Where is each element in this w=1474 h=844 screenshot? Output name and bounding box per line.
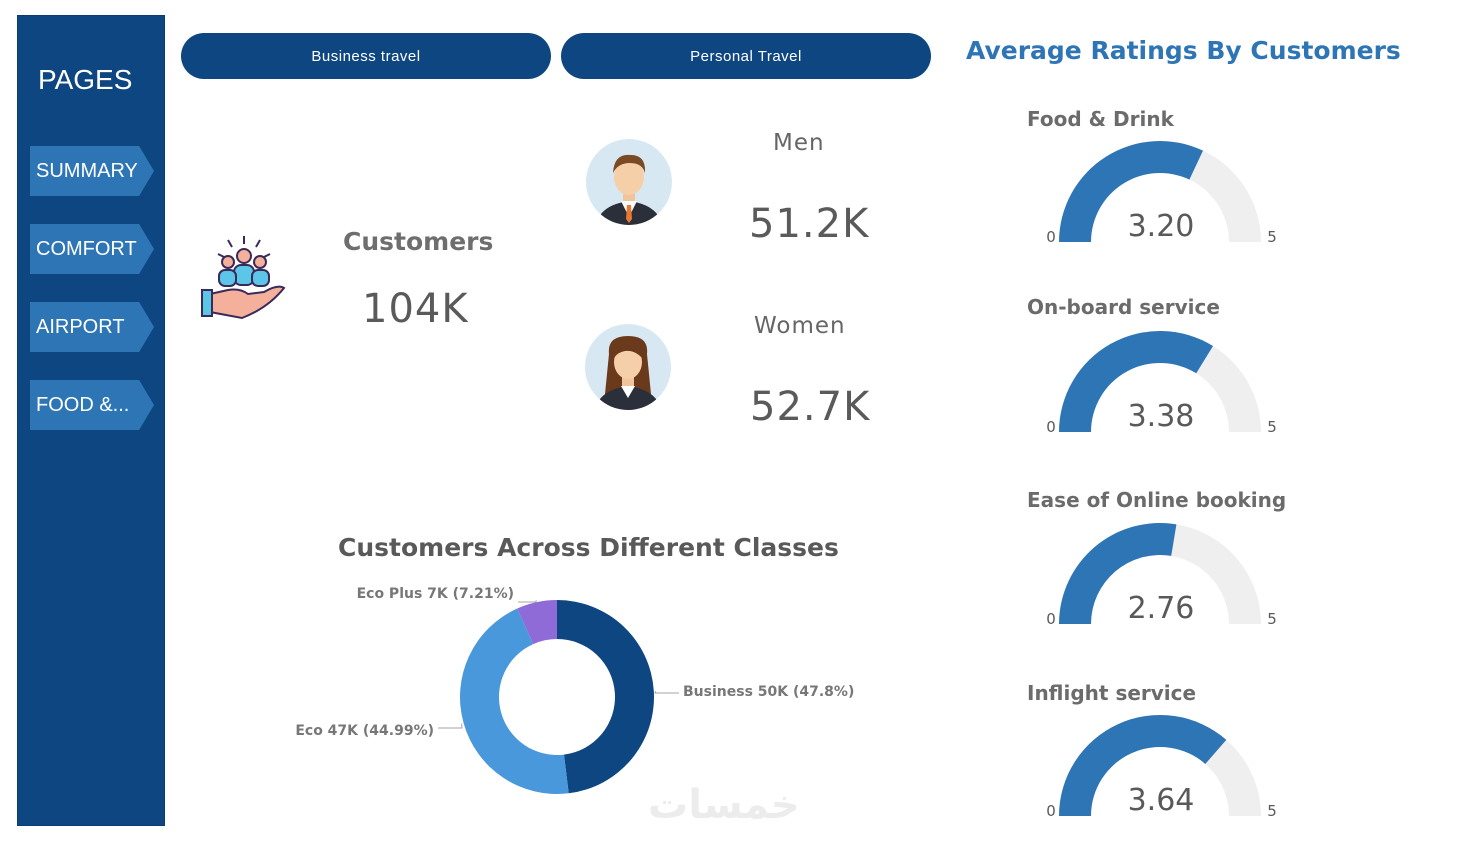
- personal-travel-button[interactable]: Personal Travel: [561, 33, 931, 79]
- donut-label-eco: Eco 47K (44.99%): [295, 723, 434, 739]
- watermark-logo: خمسات: [648, 782, 800, 828]
- gauge-max-label: 5: [1267, 610, 1277, 628]
- donut-slice-eco-plus[interactable]: [517, 600, 557, 645]
- gauge-min-label: 0: [1046, 802, 1056, 820]
- donut-leader-line: [654, 690, 679, 694]
- gauge-online-booking: 2.76 0 5: [1040, 500, 1280, 640]
- donut-chart: Business 50K (47.8%) Eco 47K (44.99%) Eco …: [295, 586, 854, 794]
- nav-comfort-button[interactable]: COMFORT: [30, 224, 154, 274]
- gauge-title-onboard: On-board service: [1027, 295, 1220, 319]
- donut-label-eco-plus: Eco Plus 7K (7.21%): [357, 586, 514, 602]
- nav-food-button[interactable]: FOOD &...: [30, 380, 154, 430]
- women-value: 52.7K: [750, 384, 871, 430]
- nav-airport-button[interactable]: AIRPORT: [30, 302, 154, 352]
- gauge-food: 3.20 0 5: [1040, 118, 1280, 258]
- business-travel-button[interactable]: Business travel: [181, 33, 551, 79]
- gauge-min-label: 0: [1046, 418, 1056, 436]
- donut-leader-line: [438, 723, 463, 729]
- donut-chart-title: Customers Across Different Classes: [338, 533, 839, 562]
- gauge-title-inflight: Inflight service: [1027, 681, 1197, 705]
- gauge-inflight: 3.64 0 5: [1040, 692, 1280, 832]
- gauge-onboard: 3.38 0 5: [1040, 308, 1280, 448]
- gauge-max-label: 5: [1267, 418, 1277, 436]
- gauge-max-label: 5: [1267, 802, 1277, 820]
- nav-summary-button[interactable]: SUMMARY: [30, 146, 154, 196]
- gauge-value-onboard: 3.38: [1128, 399, 1195, 434]
- gauge-value-food: 3.20: [1128, 209, 1195, 244]
- gauge-title-food: Food & Drink: [1027, 107, 1174, 131]
- customers-value: 104K: [362, 286, 469, 332]
- gauge-max-label: 5: [1267, 228, 1277, 246]
- gauge-title-online-booking: Ease of Online booking: [1027, 488, 1287, 512]
- gauge-min-label: 0: [1046, 610, 1056, 628]
- customers-label: Customers: [343, 227, 494, 256]
- sidebar-title: PAGES: [38, 64, 133, 95]
- donut-slice-eco[interactable]: [460, 608, 569, 794]
- men-value: 51.2K: [749, 201, 870, 247]
- gauge-value-online-booking: 2.76: [1128, 591, 1195, 626]
- sidebar: PAGES SUMMARY COMFORT AIRPORT FOOD &...: [17, 15, 165, 826]
- donut-label-business: Business 50K (47.8%): [683, 684, 854, 700]
- men-label: Men: [773, 130, 825, 156]
- donut-leader-line: [518, 600, 537, 603]
- ratings-title: Average Ratings By Customers: [966, 36, 1401, 65]
- donut-slice-business[interactable]: [557, 600, 654, 794]
- man-avatar-icon: [586, 139, 672, 225]
- customers-icon: [198, 232, 290, 324]
- gauge-min-label: 0: [1046, 228, 1056, 246]
- gauge-value-inflight: 3.64: [1128, 783, 1195, 818]
- women-label: Women: [754, 313, 846, 339]
- woman-avatar-icon: [585, 324, 671, 410]
